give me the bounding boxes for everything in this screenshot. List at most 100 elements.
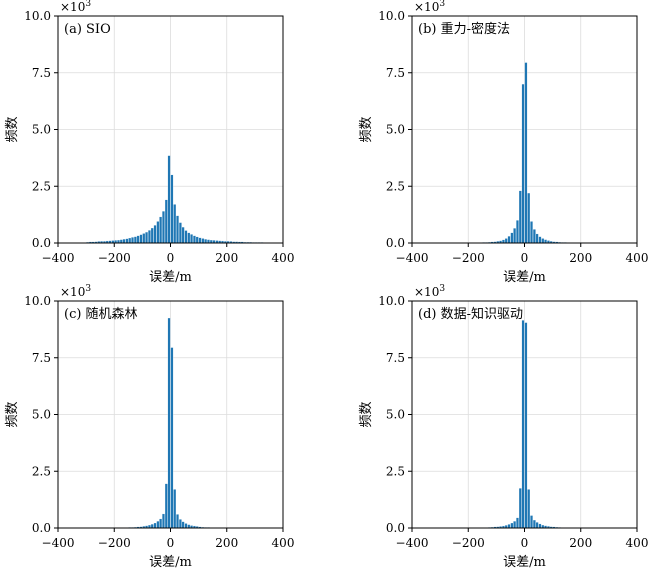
panel-0-histogram-bar — [139, 234, 143, 244]
panel-0-histogram-bar — [170, 174, 174, 244]
panel-2-histogram-bar — [170, 347, 174, 529]
panel-1-x-tick-label: 200 — [569, 251, 592, 265]
panel-1-histogram-bar — [518, 190, 522, 244]
panel-0-histogram-bar — [153, 225, 157, 244]
panel-2-y-tick-label: 0.0 — [32, 521, 51, 535]
panel-0-histogram-bar — [131, 237, 134, 244]
panel-2-x-tick-label: −400 — [42, 536, 75, 550]
panel-1-x-tick-label: 0 — [521, 251, 529, 265]
panel-3-y-tick-label: 10.0 — [378, 294, 405, 308]
panel-2-y-tick-label: 10.0 — [24, 294, 51, 308]
panel-3-histogram-bar — [532, 519, 536, 529]
panel-2-histogram-bar — [178, 519, 182, 529]
panel-0-histogram-bar — [128, 237, 132, 244]
panel-0-histogram-bar — [201, 238, 205, 244]
panel-2-x-tick-label: 200 — [215, 536, 238, 550]
panel-0-histogram-bar — [173, 204, 177, 244]
panel-2-histogram-bar — [153, 522, 157, 529]
panel-0-y-tick-label: 10.0 — [24, 9, 51, 23]
panel-3-histogram-bar — [521, 320, 525, 529]
panel-3-y-axis-label: 频数 — [359, 401, 374, 427]
panel-0-x-axis-label: 误差/m — [149, 270, 192, 285]
panel-1-histogram-bar — [510, 232, 514, 244]
panel-3-histogram-bar — [524, 322, 528, 529]
panel-3-x-tick-label: −200 — [452, 536, 485, 550]
panel-3-x-tick-label: 400 — [626, 536, 649, 550]
panel-0-y-axis-label: 频数 — [5, 116, 20, 142]
panel-2-histogram-bar — [184, 523, 188, 529]
panel-3-histogram-bar — [513, 521, 517, 529]
panel-0-histogram-bar — [148, 230, 151, 244]
panel-2-histogram-bar — [176, 514, 179, 529]
panel-2-x-axis-label: 误差/m — [149, 555, 192, 570]
panel-1-y-tick-label: 2.5 — [386, 179, 405, 193]
panel-2-histogram-bar — [173, 489, 177, 529]
panel-0-histogram-bar — [145, 231, 148, 244]
panel-0-y-tick-label: 7.5 — [32, 66, 51, 80]
panel-3-y-tick-label: 0.0 — [386, 521, 405, 535]
panel-0-x-tick-label: 200 — [215, 251, 238, 265]
panel-2-histogram-bar — [150, 524, 154, 529]
panel-0-histogram-bar — [125, 238, 129, 244]
panel-1-histogram-bar — [524, 62, 528, 244]
panel-2-panel-title: (c) 随机森林 — [64, 307, 138, 322]
panel-3-y-multiplier-exponent: 3 — [439, 284, 445, 294]
panel-3-histogram-bar — [535, 522, 539, 529]
panel-0-histogram-bar — [187, 232, 191, 244]
panel-1-histogram-bar — [516, 220, 519, 244]
panel-0-x-tick-label: −200 — [98, 251, 131, 265]
panel-2-histogram-bar — [159, 518, 163, 529]
panel-1-x-tick-label: −200 — [452, 251, 485, 265]
panel-0-histogram-bar — [150, 227, 154, 244]
panel-3-histogram-bar — [510, 522, 514, 529]
panel-3-x-tick-label: 200 — [569, 536, 592, 550]
panel-2-histogram-bar — [162, 513, 165, 529]
panel-0-histogram-bar — [190, 234, 193, 244]
panel-0-histogram-bar — [176, 215, 179, 244]
panel-0-histogram-bar — [142, 233, 146, 244]
panel-0-histogram-bar — [184, 230, 188, 244]
panel-3-y-tick-label: 5.0 — [386, 408, 405, 422]
panel-0-y-tick-label: 0.0 — [32, 236, 51, 250]
panel-0-panel-title: (a) SIO — [64, 22, 111, 37]
panel-0-histogram-bar — [193, 235, 196, 244]
panel-2-histogram-bar — [164, 483, 168, 529]
panel-0-y-multiplier: ×103 — [60, 0, 91, 14]
panel-0-x-tick-label: 0 — [167, 251, 175, 265]
panel-0-histogram-bar — [207, 239, 210, 244]
panel-2-y-axis-label: 频数 — [5, 401, 20, 427]
panel-2-x-tick-label: 0 — [167, 536, 175, 550]
panel-0-y-tick-label: 5.0 — [32, 123, 51, 137]
panel-1-y-tick-label: 10.0 — [378, 9, 405, 23]
panel-1-x-tick-label: 400 — [626, 251, 649, 265]
panel-3-histogram-bar — [516, 517, 519, 529]
panel-0-histogram-bar — [198, 237, 202, 244]
panel-1-y-tick-label: 0.0 — [386, 236, 405, 250]
panel-2-histogram-bar — [187, 524, 191, 529]
panel-1-histogram-bar — [541, 238, 545, 244]
panel-0-histogram-bar — [204, 239, 208, 244]
panel-1-y-multiplier-exponent: 3 — [439, 0, 445, 9]
panel-0-histogram-bar — [159, 216, 163, 244]
panel-2-y-tick-label: 7.5 — [32, 351, 51, 365]
panel-0-histogram-bar — [119, 239, 123, 244]
panel-0-histogram-bar — [122, 239, 126, 244]
panel-1-histogram-bar — [530, 221, 533, 244]
panel-0-histogram-bar — [156, 221, 160, 244]
panel-3-histogram-bar — [518, 488, 522, 529]
panel-1-histogram-bar — [535, 233, 539, 244]
panel-1-y-tick-label: 5.0 — [386, 123, 405, 137]
panel-0-x-tick-label: 400 — [272, 251, 295, 265]
panel-0-histogram-bar — [164, 199, 168, 244]
panel-0-histogram-bar — [181, 226, 185, 244]
panel-1-y-axis-label: 频数 — [359, 116, 374, 142]
panel-0-histogram-bar — [136, 235, 140, 244]
panel-3-histogram-bar — [538, 523, 542, 529]
panel-2-x-tick-label: −200 — [98, 536, 131, 550]
panel-1-histogram-bar — [521, 83, 525, 244]
panel-0-histogram-bar — [167, 155, 171, 244]
panel-2-y-tick-label: 2.5 — [32, 464, 51, 478]
panel-0-x-tick-label: −400 — [42, 251, 75, 265]
panel-3-histogram-bar — [507, 524, 511, 529]
